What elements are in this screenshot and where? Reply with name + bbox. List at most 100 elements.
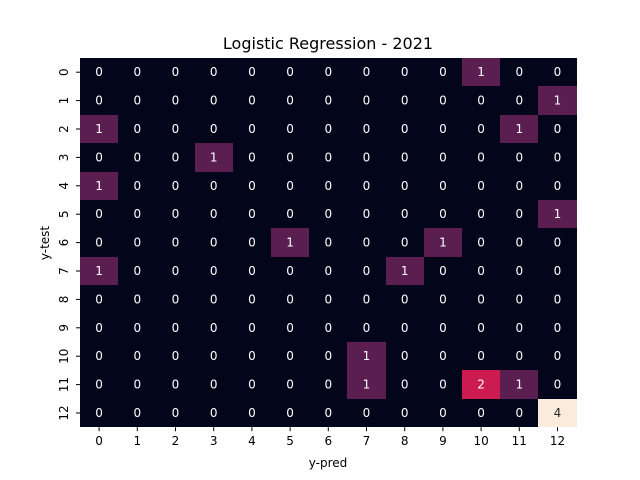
heatmap-cell — [386, 342, 424, 370]
cell-value-label: 0 — [286, 94, 294, 108]
cell-value-label: 1 — [286, 236, 294, 250]
cell-value-label: 0 — [172, 179, 180, 193]
cell-value-label: 0 — [401, 406, 409, 420]
x-tick-label: 3 — [210, 434, 218, 448]
cell-value-label: 0 — [248, 292, 256, 306]
cell-value-label: 0 — [401, 292, 409, 306]
heatmap-cell — [233, 228, 271, 257]
cell-value-label: 0 — [248, 236, 256, 250]
cell-value-label: 0 — [95, 406, 103, 420]
cell-value-label: 0 — [439, 349, 447, 363]
cell-value-label: 0 — [477, 122, 485, 136]
heatmap-cell — [500, 342, 538, 370]
heatmap-cell — [80, 370, 118, 399]
cell-value-label: 0 — [401, 321, 409, 335]
cell-value-label: 0 — [133, 65, 141, 79]
cell-value-label: 0 — [210, 207, 218, 221]
heatmap-cell — [309, 228, 347, 257]
heatmap-cell — [538, 399, 577, 427]
heatmap-cell — [118, 370, 156, 399]
heatmap-cell — [538, 228, 577, 257]
cell-value-label: 0 — [210, 65, 218, 79]
heatmap-cell — [271, 257, 309, 285]
cell-value-label: 0 — [515, 321, 523, 335]
cell-value-label: 0 — [248, 179, 256, 193]
heatmap-cell — [309, 314, 347, 342]
cell-value-label: 0 — [401, 179, 409, 193]
cell-value-label: 0 — [477, 150, 485, 164]
cell-value-label: 0 — [248, 122, 256, 136]
heatmap-cell — [195, 86, 233, 115]
cell-value-label: 0 — [554, 321, 562, 335]
cell-value-label: 0 — [248, 65, 256, 79]
y-tick-label: 8 — [57, 296, 71, 304]
heatmap-cell — [347, 200, 386, 228]
cell-value-label: 0 — [363, 207, 371, 221]
cell-value-label: 0 — [286, 406, 294, 420]
x-tick-label: 11 — [512, 434, 527, 448]
cell-value-label: 0 — [554, 179, 562, 193]
heatmap-cell — [233, 285, 271, 314]
heatmap-cell — [156, 200, 195, 228]
cell-value-label: 0 — [172, 406, 180, 420]
cell-value-label: 0 — [286, 150, 294, 164]
x-tick-label: 0 — [95, 434, 103, 448]
heatmap-cell — [386, 285, 424, 314]
heatmap-cell — [233, 314, 271, 342]
cell-value-label: 0 — [477, 349, 485, 363]
cell-value-label: 0 — [95, 378, 103, 392]
heatmap-cell — [347, 342, 386, 370]
cell-value-label: 0 — [363, 94, 371, 108]
cell-value-label: 0 — [554, 236, 562, 250]
heatmap-cell — [195, 399, 233, 427]
x-tick-label: 1 — [133, 434, 141, 448]
cell-value-label: 0 — [172, 150, 180, 164]
cell-value-label: 0 — [324, 349, 332, 363]
heatmap-cell — [195, 228, 233, 257]
heatmap-cell — [156, 172, 195, 200]
heatmap-cell — [80, 143, 118, 172]
cell-value-label: 0 — [477, 207, 485, 221]
heatmap-cell — [347, 257, 386, 285]
cell-value-label: 0 — [248, 207, 256, 221]
cell-value-label: 0 — [133, 207, 141, 221]
heatmap-cell — [386, 58, 424, 86]
cell-value-label: 1 — [363, 378, 371, 392]
cell-value-label: 0 — [248, 321, 256, 335]
heatmap-cell — [462, 370, 500, 399]
cell-value-label: 0 — [363, 321, 371, 335]
cell-value-label: 0 — [477, 321, 485, 335]
heatmap-cell — [309, 370, 347, 399]
heatmap-cell — [424, 58, 462, 86]
cell-value-label: 0 — [554, 349, 562, 363]
heatmap-cell — [309, 115, 347, 143]
cell-value-label: 0 — [172, 236, 180, 250]
cell-value-label: 0 — [172, 207, 180, 221]
cell-value-label: 0 — [133, 94, 141, 108]
heatmap-cell — [118, 285, 156, 314]
cell-value-label: 0 — [95, 94, 103, 108]
cell-value-label: 0 — [401, 236, 409, 250]
y-tick-label: 11 — [57, 377, 71, 392]
heatmap-cell — [271, 285, 309, 314]
heatmap-cell — [156, 86, 195, 115]
heatmap-cell — [462, 200, 500, 228]
heatmap-cell — [386, 143, 424, 172]
heatmap-cell — [271, 143, 309, 172]
cell-value-label: 0 — [324, 292, 332, 306]
heatmap-cell — [347, 172, 386, 200]
cell-value-label: 1 — [554, 94, 562, 108]
cell-value-label: 0 — [210, 292, 218, 306]
heatmap-cell — [195, 370, 233, 399]
cell-value-label: 0 — [133, 349, 141, 363]
cell-value-label: 0 — [477, 179, 485, 193]
cell-value-label: 4 — [554, 406, 562, 420]
cell-value-label: 0 — [248, 94, 256, 108]
heatmap-cell — [271, 58, 309, 86]
heatmap-cell — [500, 86, 538, 115]
heatmap-cell — [386, 257, 424, 285]
cell-value-label: 0 — [477, 94, 485, 108]
heatmap-cell — [424, 115, 462, 143]
heatmap-cell — [538, 58, 577, 86]
cell-value-label: 0 — [133, 406, 141, 420]
